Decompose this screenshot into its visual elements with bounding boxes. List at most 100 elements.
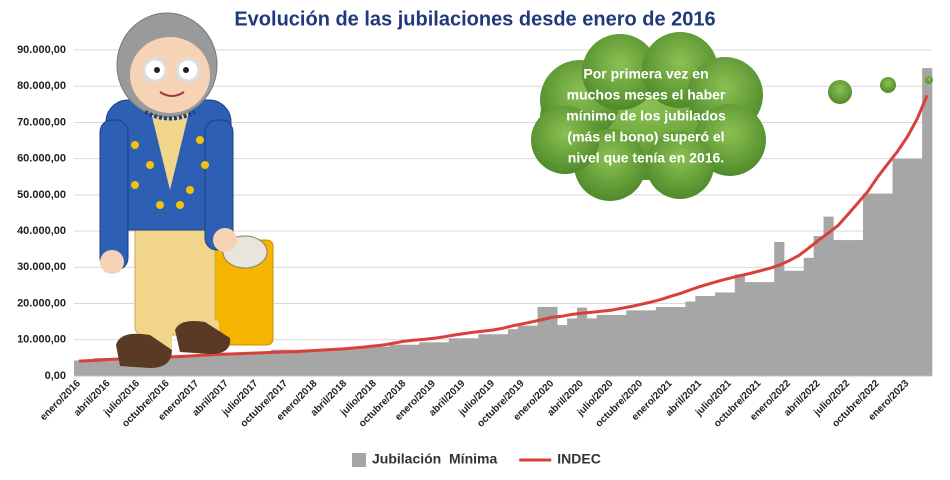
bar <box>665 307 676 376</box>
chart-title: Evolución de las jubilaciones desde ener… <box>234 8 715 30</box>
bar <box>774 241 785 376</box>
bar <box>576 307 588 376</box>
bar <box>202 355 213 376</box>
bar <box>922 68 933 376</box>
bar <box>468 338 479 376</box>
annotation-line: Por primera vez en <box>583 66 708 82</box>
bar <box>429 342 440 376</box>
bar <box>744 282 755 376</box>
y-tick-label: 90.000,00 <box>17 44 66 56</box>
bar <box>369 346 381 376</box>
bar <box>74 360 85 376</box>
y-tick-label: 30.000,00 <box>17 261 66 273</box>
bar <box>626 310 637 376</box>
annotation-line: nivel que tenía en 2016. <box>568 150 724 166</box>
bar <box>803 257 814 376</box>
bar <box>330 348 341 376</box>
bar <box>310 349 321 376</box>
bar <box>833 240 844 376</box>
bar <box>399 344 410 376</box>
bar <box>458 338 469 376</box>
bar <box>724 292 736 376</box>
y-tick-label: 50.000,00 <box>17 189 66 201</box>
bar <box>498 334 509 376</box>
bar <box>586 318 597 376</box>
bar <box>793 270 805 376</box>
y-tick-label: 10.000,00 <box>17 334 66 346</box>
bar <box>872 193 883 376</box>
bar <box>182 355 193 376</box>
bar <box>892 158 903 376</box>
figure-illustration <box>99 12 274 368</box>
annotation-line: muchos meses el haber <box>567 87 726 103</box>
bar <box>853 240 864 376</box>
bar <box>389 344 400 376</box>
bar <box>882 193 893 376</box>
bar <box>261 352 272 376</box>
bar <box>241 352 252 376</box>
bar <box>103 358 114 376</box>
bar <box>221 352 233 376</box>
y-tick-label: 40.000,00 <box>17 225 66 237</box>
y-tick-label: 0,00 <box>45 370 66 382</box>
bar <box>823 216 834 376</box>
bar <box>813 236 824 376</box>
bar <box>409 344 420 376</box>
bar <box>83 360 95 376</box>
bar <box>438 342 450 376</box>
bar <box>281 349 292 376</box>
legend: Jubilación Mínima INDEC <box>352 451 601 467</box>
bar <box>517 325 528 376</box>
bar <box>527 325 538 376</box>
bar <box>340 348 351 376</box>
bar <box>192 355 203 376</box>
legend-label: Jubilación Mínima <box>372 451 497 467</box>
y-tick-label: 20.000,00 <box>17 297 66 309</box>
bar <box>567 318 578 376</box>
bar <box>300 349 311 376</box>
annotation: Por primera vez en muchos meses el haber m… <box>566 66 726 166</box>
line <box>78 94 929 363</box>
legend-swatch <box>352 453 366 467</box>
bar <box>902 158 913 376</box>
bar <box>350 348 361 376</box>
bar <box>912 158 923 376</box>
bar <box>695 296 706 376</box>
y-tick-label: 80.000,00 <box>17 80 66 92</box>
bar <box>271 349 282 376</box>
annotation-line: mínimo de los jubilados <box>566 108 726 124</box>
y-tick-label: 70.000,00 <box>17 116 66 128</box>
bar <box>537 306 548 376</box>
bar <box>231 352 242 376</box>
bar <box>715 292 726 376</box>
bar <box>290 349 302 376</box>
bar <box>557 325 568 376</box>
bar <box>113 358 124 376</box>
y-tick-label: 60.000,00 <box>17 153 66 165</box>
bar <box>754 282 765 376</box>
bar <box>93 358 104 376</box>
bar <box>448 338 459 376</box>
bar <box>636 310 647 376</box>
bar <box>507 329 519 376</box>
bar <box>596 314 607 376</box>
bar <box>685 301 696 376</box>
callout-cloud <box>531 32 933 201</box>
bar <box>251 352 262 376</box>
legend-label: INDEC <box>557 451 601 467</box>
bar <box>764 282 775 376</box>
bar <box>606 314 617 376</box>
bar <box>488 334 499 376</box>
bar <box>655 307 667 376</box>
annotation-line: (más el bono) superó el <box>567 129 724 145</box>
bar <box>784 270 795 376</box>
bar <box>419 342 430 376</box>
bar <box>646 310 657 376</box>
bar <box>172 355 183 376</box>
bar <box>843 240 854 376</box>
bar <box>675 307 686 376</box>
bar <box>862 193 874 376</box>
bar <box>379 346 390 376</box>
bar <box>320 349 331 376</box>
